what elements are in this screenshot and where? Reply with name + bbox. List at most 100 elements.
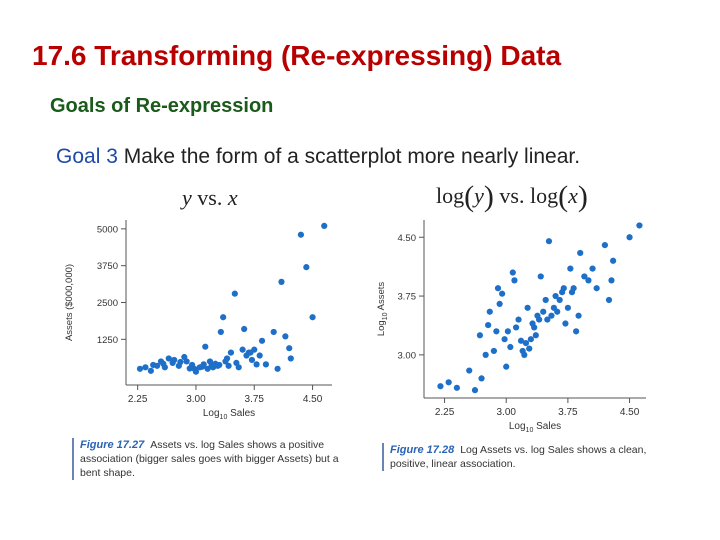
data-point: [147, 367, 154, 374]
data-point: [223, 355, 231, 362]
data-point: [476, 332, 484, 339]
data-point: [570, 285, 577, 292]
x-tick-label: 3.75: [558, 407, 578, 418]
data-point: [589, 265, 596, 272]
data-point: [548, 312, 555, 319]
data-point: [482, 351, 489, 358]
caption-text: Assets vs. log Sales shows a positive as…: [80, 439, 339, 479]
scatter-panel-left: 2.25 3.00 3.75 4.50 1250 2500 3750 5000 Log10 Sa…: [58, 214, 336, 486]
data-point: [486, 308, 493, 315]
data-point: [521, 351, 528, 358]
data-point: [507, 343, 514, 351]
data-point: [493, 328, 500, 335]
data-point: [165, 355, 172, 362]
caption-text: Log Assets vs. log Sales shows a clean, …: [390, 444, 647, 470]
scatter-chart-logassets-vs-logsales: 2.25 3.00 3.75 4.50 3.00 3.75 4.50 Log10 Sales L…: [376, 220, 646, 434]
data-point: [235, 364, 242, 371]
data-point: [593, 285, 600, 292]
data-point: [573, 328, 580, 335]
math-y: y: [474, 183, 484, 208]
data-point: [504, 328, 511, 335]
data-point: [605, 296, 613, 304]
data-point: [466, 367, 473, 374]
math-vs: vs.: [499, 183, 525, 208]
data-point: [610, 257, 617, 264]
data-point: [585, 277, 592, 284]
y-tick-label: 4.50: [398, 233, 417, 244]
data-point: [445, 379, 452, 386]
data-point: [256, 352, 263, 359]
data-point: [262, 361, 270, 368]
data-point: [282, 333, 289, 340]
data-point: [501, 336, 508, 343]
math-log-y: log: [436, 183, 465, 208]
data-point: [485, 321, 492, 329]
math-log-x: log: [529, 183, 559, 208]
data-point: [544, 316, 551, 323]
data-point: [560, 285, 567, 292]
data-point: [286, 345, 293, 352]
math-label-logy-vs-logx: log(y) vs. log(x): [436, 180, 588, 213]
x-axis-label: Log10 Sales: [509, 421, 561, 434]
data-point: [453, 384, 460, 391]
data-point: [496, 300, 503, 308]
y-tick-label: 3.00: [398, 350, 417, 361]
math-x: x: [227, 185, 238, 210]
data-point: [192, 368, 200, 375]
data-point: [136, 365, 144, 372]
data-point: [274, 365, 281, 372]
data-point: [575, 312, 582, 319]
data-point: [601, 241, 608, 249]
data-point: [225, 362, 232, 369]
data-point: [490, 347, 497, 355]
data-point: [142, 364, 149, 371]
figure-caption-right: Figure 17.28 Log Assets vs. log Sales sho…: [382, 443, 662, 471]
data-point: [524, 304, 531, 311]
y-tick-label: 2500: [97, 298, 118, 309]
x-axis-label: Log10 Sales: [203, 408, 255, 421]
slide-title: 17.6 Transforming (Re-expressing) Data: [32, 40, 562, 71]
data-point: [577, 249, 584, 257]
data-point: [297, 231, 305, 238]
data-point: [522, 340, 530, 347]
figure-caption-left: Figure 17.27 Assets vs. log Sales shows a…: [72, 438, 342, 480]
y-tick-label: 3750: [97, 261, 118, 272]
data-point: [531, 324, 538, 331]
data-point: [153, 362, 161, 369]
data-point: [564, 304, 571, 311]
x-tick-label: 3.75: [245, 394, 265, 405]
goal-statement: Goal 3 Make the form of a scatterplot mo…: [56, 145, 580, 169]
data-point: [171, 356, 178, 364]
data-point: [239, 346, 246, 353]
data-point: [253, 361, 260, 368]
data-point: [511, 277, 518, 284]
y-axis-label: Assets ($000,000): [64, 264, 75, 341]
x-tick-label: 3.00: [496, 407, 516, 418]
y-tick-label: 3.75: [398, 292, 417, 303]
data-point: [542, 296, 549, 304]
x-tick-label: 3.00: [186, 394, 206, 405]
data-point: [287, 355, 294, 362]
data-point: [217, 328, 224, 336]
data-point: [270, 328, 277, 336]
data-point: [552, 292, 559, 300]
data-point: [321, 222, 328, 229]
scatter-chart-assets-vs-logsales: 2.25 3.00 3.75 4.50 1250 2500 3750 5000 Log10 Sa…: [64, 220, 332, 421]
data-point: [251, 346, 258, 353]
data-point: [241, 325, 248, 333]
data-point: [437, 383, 444, 390]
data-point: [540, 308, 547, 315]
data-point: [512, 324, 520, 331]
data-point: [509, 269, 516, 276]
data-point: [526, 345, 533, 352]
data-point: [554, 308, 561, 315]
scatter-panel-right: 2.25 3.00 3.75 4.50 3.00 3.75 4.50 Log10 Sales L…: [372, 214, 654, 476]
y-tick-label: 5000: [97, 224, 118, 235]
data-point: [536, 316, 543, 323]
data-point: [608, 277, 615, 284]
data-point: [200, 361, 207, 368]
data-point: [248, 356, 256, 364]
data-point: [216, 361, 223, 369]
data-point: [161, 364, 168, 371]
data-point: [220, 314, 227, 321]
